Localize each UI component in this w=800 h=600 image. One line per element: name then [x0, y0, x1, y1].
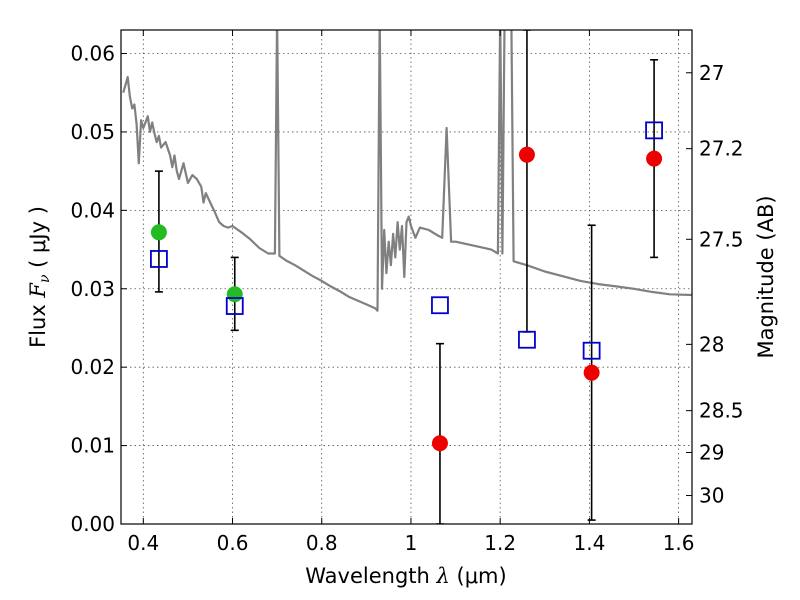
ticks: 0.4 0.6 0.8 1 1.2 1.4 1.6 0.00 0.01 0.02 0.03 0.04 0…	[70, 30, 744, 555]
model-photometry-square	[518, 330, 536, 349]
observed-red-point	[583, 364, 600, 381]
right-tick-label: 30	[699, 484, 724, 508]
model-photometry-square	[582, 341, 601, 360]
x-tick-label: 1	[405, 531, 418, 555]
right-tick-label: 28.5	[699, 399, 744, 423]
y-tick-label: 0.01	[70, 434, 115, 458]
y-tick-label: 0.00	[70, 512, 115, 536]
model-photometry-square	[645, 121, 663, 140]
observed-green-point	[226, 286, 243, 303]
y-tick-label: 0.05	[70, 120, 115, 144]
observed-red-point	[431, 435, 448, 452]
x-tick-label: 0.4	[127, 531, 159, 555]
right-tick-label: 28	[699, 332, 724, 356]
x-tick-label: 0.6	[217, 531, 249, 555]
x-tick-label: 1.4	[573, 531, 605, 555]
plot-frame	[120, 29, 693, 525]
model-photometry-square	[225, 297, 244, 315]
x-tick-label: 1.2	[484, 531, 516, 555]
errorbar-layer	[154, 30, 659, 524]
x-tick-label: 1.6	[663, 531, 695, 555]
model-photometry-square	[150, 250, 168, 268]
y-tick-label: 0.04	[70, 198, 115, 222]
right-tick-label: 29	[699, 440, 724, 464]
y-tick-label: 0.03	[70, 277, 115, 301]
observed-red-point	[518, 146, 535, 163]
marker-layer	[150, 121, 663, 452]
right-tick-label: 27.2	[699, 137, 744, 161]
x-axis-label: Wavelength λ (μm)	[305, 564, 506, 588]
model-photometry-square	[431, 296, 449, 315]
y-axis-label: Flux Fν ( μJy )	[26, 206, 53, 348]
model-spectrum-line	[122, 30, 692, 312]
y-tick-label: 0.06	[70, 42, 115, 66]
model-spectrum-layer	[122, 30, 692, 312]
observed-red-point	[646, 150, 663, 167]
grid	[121, 30, 692, 525]
observed-green-point	[150, 224, 167, 241]
x-tick-label: 0.8	[306, 531, 338, 555]
right-tick-label: 27.5	[699, 227, 744, 251]
y-axis-label-right: Magnitude (AB)	[754, 195, 778, 358]
y-tick-label: 0.02	[70, 355, 115, 379]
right-tick-label: 27	[699, 61, 724, 85]
